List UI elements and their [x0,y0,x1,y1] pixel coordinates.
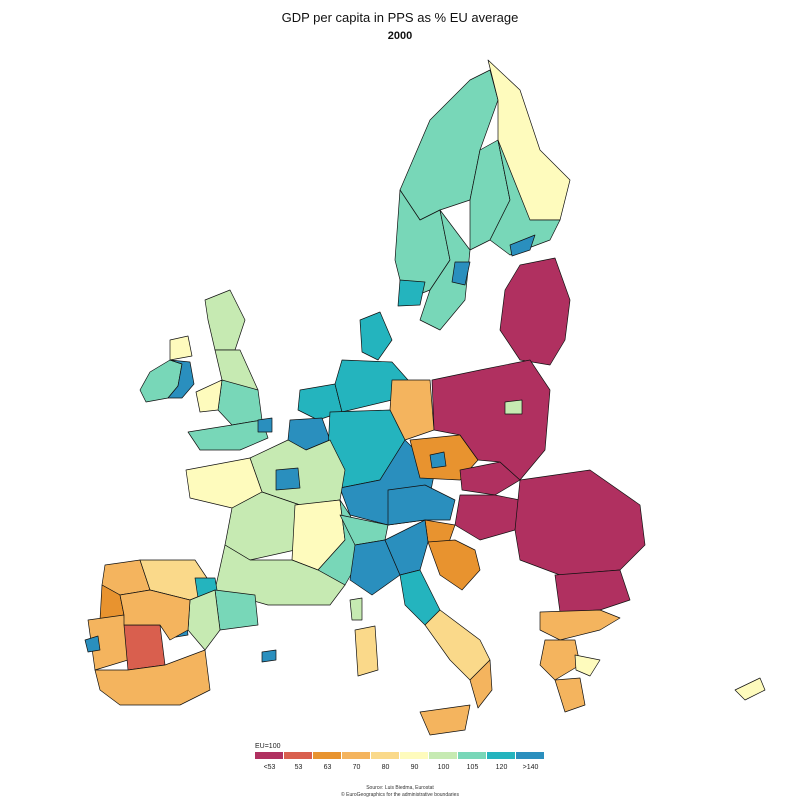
map-subtitle: 2000 [387,30,413,42]
region-croatia [427,539,481,591]
region-baleares [261,649,277,663]
region-corsica [349,597,363,621]
region-sicily [419,704,471,736]
region-hungary [454,494,521,541]
region-catalonia [214,589,259,631]
region-sweden-south [419,209,471,331]
map-legend: EU=100 <53 53 63 70 80 90 100 105 120 >1… [255,743,555,777]
region-bulgaria [554,569,631,613]
region-london [257,417,273,433]
region-stockholm [451,261,471,286]
region-greece-north [539,609,621,641]
region-germany-east [389,379,435,441]
legend-swatch [342,752,370,759]
region-spain-south [94,649,211,706]
legend-swatch [255,752,283,759]
region-sardinia [354,625,379,677]
legend-swatch [284,752,312,759]
legend-labels: <53 53 63 70 80 90 100 105 120 >140 [255,764,545,771]
boundaries-credit: © EuroGeographics for the administrative… [341,792,459,798]
region-oslo [397,279,426,307]
legend-swatch [371,752,399,759]
legend-swatch [458,752,486,759]
region-northern-ireland [169,335,193,361]
legend-swatch [400,752,428,759]
legend-label: 53 [294,764,303,771]
legend-swatch [516,752,544,759]
region-extremadura [123,624,166,671]
region-scotland [204,289,246,351]
region-italy-north-east [384,519,429,576]
region-cyprus [734,677,766,701]
legend-swatch [313,752,341,759]
region-england-south [187,419,269,451]
legend-label: 105 [466,764,479,771]
legend-label: 63 [323,764,332,771]
legend-swatch [487,752,515,759]
legend-swatch [429,752,457,759]
source-credit: Source: Luis Biedma, Eurostat [366,785,434,791]
region-denmark [359,311,393,361]
legend-note: EU=100 [255,743,281,750]
region-austria [387,484,456,526]
legend-label: <53 [263,764,276,771]
region-greece-central [539,639,581,681]
region-paris [275,467,301,491]
region-italy-north-west [349,539,401,596]
region-prague [429,451,447,469]
legend-label: 70 [352,764,361,771]
region-wales [195,379,223,413]
map-title: GDP per capita in PPS as % EU average [281,10,519,25]
region-romania [514,469,646,576]
legend-label: 90 [410,764,419,771]
legend-swatches [255,752,545,759]
legend-label: 120 [495,764,508,771]
legend-label: 80 [381,764,390,771]
region-baltics [499,257,571,366]
region-lisbon [84,635,101,653]
region-aragon [187,589,221,651]
region-attica [574,654,601,677]
region-slovakia [459,461,521,496]
region-ireland-east [167,359,195,399]
region-calabria [469,659,493,709]
legend-label: 100 [437,764,450,771]
region-peloponnese [554,677,586,713]
region-warsaw [504,399,523,415]
legend-label: >140 [522,764,539,771]
region-castilla [119,589,191,641]
region-helsinki [509,234,536,257]
